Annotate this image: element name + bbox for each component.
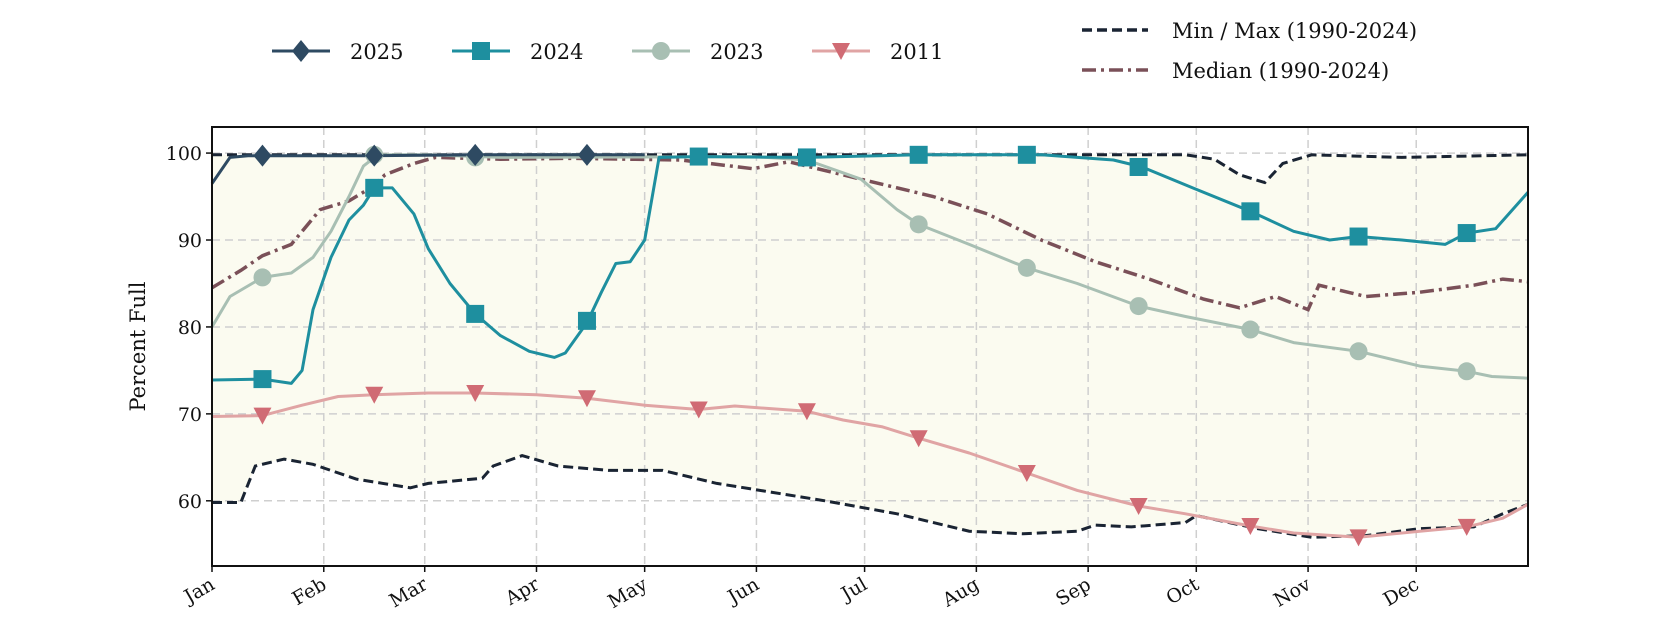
series-2023-marker <box>1129 297 1148 316</box>
series-2024-marker <box>466 304 485 323</box>
series-2024-marker <box>577 311 596 330</box>
y-tick-label: 60 <box>178 491 202 513</box>
legend-swatch-marker <box>292 40 310 62</box>
series-2011-marker <box>1129 498 1148 516</box>
series-2025-marker <box>253 144 272 167</box>
legend-swatch-marker <box>832 43 850 60</box>
legend-label-2024: 2024 <box>530 40 583 64</box>
series-2023-marker <box>1457 362 1476 381</box>
series-2024-marker <box>1129 157 1148 176</box>
series-2024-marker <box>253 370 272 389</box>
series-2024-marker <box>909 145 928 164</box>
legend-label-2011: 2011 <box>890 40 943 64</box>
series-2024-marker <box>689 147 708 166</box>
series-2011-line <box>211 391 1529 539</box>
legend-label-minmax: Min / Max (1990-2024) <box>1172 19 1417 43</box>
legend-swatch-marker <box>652 42 670 60</box>
legend-swatch-marker <box>472 42 490 60</box>
y-tick-label: 90 <box>178 230 202 252</box>
legend-label-median: Median (1990-2024) <box>1172 59 1389 83</box>
series-2024-line <box>211 153 1530 385</box>
series-2025-marker <box>365 144 384 167</box>
y-axis-label: Percent Full <box>126 281 150 411</box>
x-tick-label: Jul <box>836 573 871 606</box>
series-2011-marker <box>689 401 708 419</box>
series-2024-marker <box>1457 224 1476 243</box>
series-2024-marker <box>1017 145 1036 164</box>
series-2024-marker <box>1241 202 1260 221</box>
x-axis-ticks: Jan Feb Mar Apr May Jun Jul Aug Sep Oct Nov Dec <box>179 566 1423 613</box>
x-tick-label: May <box>604 573 651 613</box>
series-2023-marker <box>1017 258 1036 277</box>
y-tick-label: 80 <box>178 317 202 339</box>
min-max-band <box>212 154 1528 538</box>
series-2011-marker <box>1241 518 1260 536</box>
series-2023-marker <box>253 268 272 287</box>
legend: 2025 2024 2023 2011 Min / Max (1990-2024) Med… <box>272 19 1417 83</box>
x-tick-label: Feb <box>288 573 330 610</box>
x-tick-label: Mar <box>386 573 432 612</box>
series-2011-marker <box>909 430 928 448</box>
series-2011-marker <box>1017 464 1036 482</box>
x-tick-label: Aug <box>938 573 983 612</box>
grid <box>212 127 1528 566</box>
y-axis-ticks: 60 70 80 90 100 <box>166 143 212 513</box>
series-2011-marker <box>466 385 485 403</box>
plot-frame <box>211 126 1529 567</box>
x-tick-label: Jan <box>179 573 219 609</box>
series-2025-marker <box>466 143 485 166</box>
x-tick-label: Apr <box>501 573 544 610</box>
x-tick-label: Sep <box>1052 573 1095 610</box>
series-2011-marker <box>253 407 272 425</box>
series-2023-marker <box>1349 342 1368 361</box>
series-2023-marker <box>909 215 928 234</box>
median-line <box>211 155 1529 312</box>
series-2011-marker <box>797 403 816 421</box>
series-2023-line <box>210 153 1529 380</box>
legend-label-2025: 2025 <box>350 40 403 64</box>
legend-label-2023: 2023 <box>710 40 763 64</box>
min-line <box>212 454 1529 539</box>
x-tick-label: Dec <box>1380 573 1423 611</box>
x-tick-label: Oct <box>1162 573 1203 609</box>
series-2024-marker <box>1349 227 1368 246</box>
y-tick-label: 100 <box>166 143 202 165</box>
series-markers <box>253 143 1476 547</box>
x-tick-label: Jun <box>722 573 763 609</box>
series-2024-marker <box>365 178 384 197</box>
series-2024-marker <box>797 148 816 167</box>
y-tick-label: 70 <box>178 404 202 426</box>
series-2011-marker <box>1457 518 1476 536</box>
series-2025-marker <box>577 143 596 166</box>
series-2023-marker <box>1241 320 1260 339</box>
series-2011-marker <box>577 390 596 408</box>
min-max-band-fill <box>212 154 1528 538</box>
x-tick-label: Nov <box>1270 573 1315 612</box>
series-2011-marker <box>1349 529 1368 547</box>
series-2011-marker <box>365 386 384 404</box>
